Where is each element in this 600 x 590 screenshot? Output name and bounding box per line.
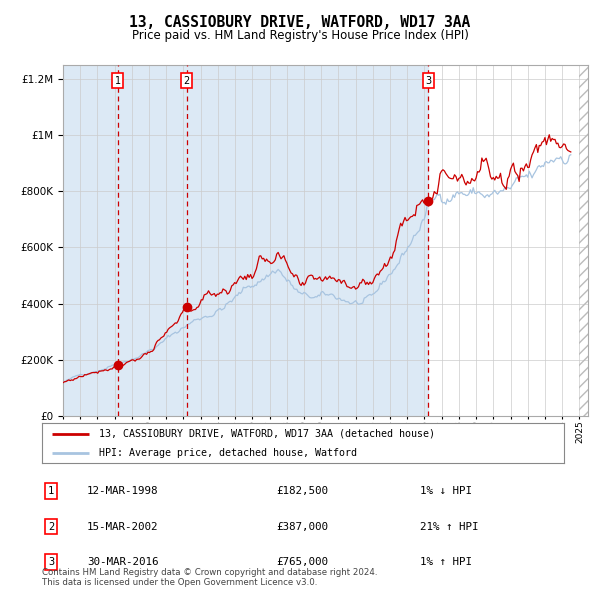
Text: 3: 3 [425,76,431,86]
Bar [118,65,187,416]
Text: Contains HM Land Registry data © Crown copyright and database right 2024.: Contains HM Land Registry data © Crown c… [42,568,377,576]
Text: 3: 3 [48,557,54,567]
Text: 21% ↑ HPI: 21% ↑ HPI [420,522,479,532]
Text: 1% ↓ HPI: 1% ↓ HPI [420,486,472,496]
Text: HPI: Average price, detached house, Watford: HPI: Average price, detached house, Watf… [100,448,358,458]
Text: 1% ↑ HPI: 1% ↑ HPI [420,557,472,567]
Text: 2: 2 [184,76,190,86]
Text: 13, CASSIOBURY DRIVE, WATFORD, WD17 3AA (detached house): 13, CASSIOBURY DRIVE, WATFORD, WD17 3AA … [100,429,436,439]
Text: 1: 1 [48,486,54,496]
Text: 15-MAR-2002: 15-MAR-2002 [87,522,158,532]
Bar [63,65,118,416]
Text: This data is licensed under the Open Government Licence v3.0.: This data is licensed under the Open Gov… [42,578,317,587]
Text: 1: 1 [115,76,121,86]
Bar [580,65,588,416]
Text: 12-MAR-1998: 12-MAR-1998 [87,486,158,496]
Text: Price paid vs. HM Land Registry's House Price Index (HPI): Price paid vs. HM Land Registry's House … [131,29,469,42]
Text: 13, CASSIOBURY DRIVE, WATFORD, WD17 3AA: 13, CASSIOBURY DRIVE, WATFORD, WD17 3AA [130,15,470,30]
Bar [187,65,428,416]
Text: £182,500: £182,500 [276,486,328,496]
Text: 30-MAR-2016: 30-MAR-2016 [87,557,158,567]
Text: £387,000: £387,000 [276,522,328,532]
Text: 2: 2 [48,522,54,532]
Text: £765,000: £765,000 [276,557,328,567]
